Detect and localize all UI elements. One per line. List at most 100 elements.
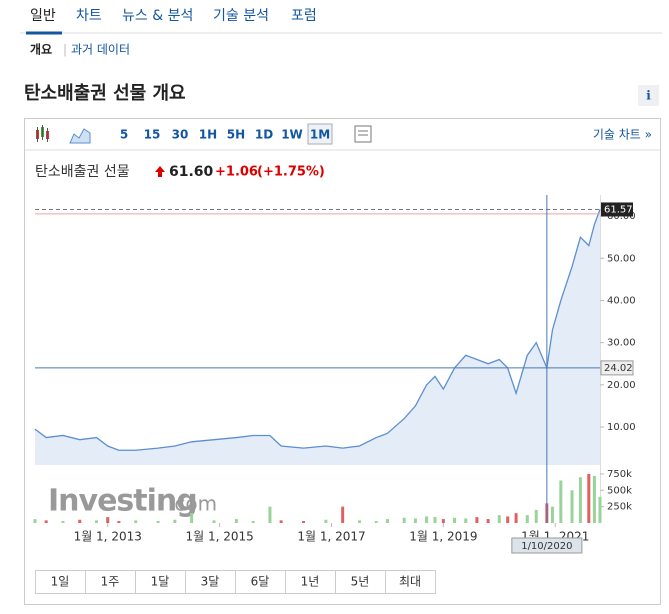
up-arrow <box>155 166 165 177</box>
interval-button[interactable]: 1D <box>255 128 273 142</box>
volume-bar <box>506 516 510 523</box>
volume-bar <box>464 518 468 523</box>
tab[interactable]: 기술 분석 <box>213 8 269 24</box>
range-label[interactable]: 3달 <box>201 575 220 589</box>
indicator-icon[interactable] <box>354 125 372 143</box>
range-label[interactable]: 5년 <box>351 575 370 589</box>
volume-bar <box>497 515 501 523</box>
interval-button[interactable]: 1W <box>281 128 303 142</box>
crosshair-y-box <box>600 360 634 376</box>
candle-icon[interactable] <box>36 125 49 142</box>
area-fill <box>35 209 600 465</box>
separator: | <box>63 43 67 57</box>
subtab[interactable]: 과거 데이터 <box>71 43 130 57</box>
volume-bar <box>279 520 283 523</box>
volume-bar <box>592 475 596 523</box>
quote-price: 61.60 <box>169 164 214 180</box>
tab[interactable]: 차트 <box>76 8 102 24</box>
quote-change: +1.06 <box>215 165 258 180</box>
y-tick-label: 40.00 <box>607 295 636 306</box>
range-label[interactable]: 6달 <box>251 575 270 589</box>
volume-bar <box>550 506 554 523</box>
volume-bar <box>425 516 429 523</box>
volume-bar <box>324 519 328 523</box>
volume-bar <box>385 519 389 523</box>
technical-chart-link[interactable]: 기술 차트 » <box>593 128 652 142</box>
volume-bar <box>570 490 574 523</box>
interval-button[interactable]: 30 <box>172 128 189 142</box>
last-price-box <box>601 202 633 217</box>
area-icon[interactable] <box>69 128 91 144</box>
volume-bar <box>106 517 110 523</box>
volume-bar <box>33 519 37 523</box>
range-label[interactable]: 1달 <box>151 575 170 589</box>
page-title: 탄소배출권 선물 개요 <box>24 83 186 104</box>
interval-button[interactable]: 5H <box>227 128 245 142</box>
volume-bar <box>302 521 306 523</box>
volume-bar <box>268 506 272 523</box>
interval-selected[interactable] <box>307 123 333 145</box>
volume-bar <box>173 519 177 523</box>
tab[interactable]: 포럼 <box>291 8 317 24</box>
chart-frame <box>24 118 661 605</box>
volume-bar <box>587 473 591 523</box>
x-tick-label: 1월 1, 2013 <box>74 530 142 544</box>
y-tick-label: 10.00 <box>607 422 636 433</box>
volume-bar <box>212 520 216 523</box>
tab[interactable]: 일반 <box>30 8 56 24</box>
volume-bar <box>251 521 255 523</box>
interval-button[interactable]: 15 <box>144 128 161 142</box>
volume-bar <box>134 520 138 523</box>
info-icon[interactable]: i <box>646 89 651 103</box>
volume-bar <box>374 521 378 523</box>
tab[interactable]: 뉴스 & 분석 <box>122 8 193 24</box>
subtab[interactable]: 개요 <box>30 43 52 57</box>
y-tick-label: 50.00 <box>607 253 636 264</box>
quote-name: 탄소배출권 선물 <box>35 164 130 180</box>
y-tick-label: 30.00 <box>607 338 636 349</box>
crosshair-y-label: 24.02 <box>604 363 633 374</box>
x-tick-label: 1월 1, 2015 <box>185 530 253 544</box>
interval-button[interactable]: 5 <box>120 128 128 142</box>
volume-bar <box>598 496 602 523</box>
volume-bar <box>475 517 479 523</box>
volume-bar <box>402 517 406 523</box>
volume-tick-label: 250k <box>607 502 632 513</box>
volume-bar <box>525 515 529 523</box>
volume-bar <box>514 513 518 523</box>
volume-bar <box>486 519 490 523</box>
volume-bar <box>78 519 82 523</box>
range-label[interactable]: 1주 <box>101 575 120 589</box>
volume-bar <box>95 520 99 523</box>
volume-bar <box>578 477 582 523</box>
last-price-label: 61.57 <box>604 204 633 215</box>
volume-bar <box>357 520 361 523</box>
volume-bar <box>190 513 194 523</box>
volume-bar <box>453 517 457 523</box>
info-button[interactable] <box>638 85 659 106</box>
volume-bar <box>117 521 121 523</box>
volume-tick-label: 500k <box>607 485 632 496</box>
range-label[interactable]: 최대 <box>399 575 421 589</box>
crosshair-x-box <box>511 537 583 554</box>
volume-bar <box>441 519 445 523</box>
volume-bar <box>433 517 437 523</box>
volume-bar <box>156 521 160 523</box>
interval-button[interactable]: 1H <box>199 128 217 142</box>
price-line <box>34 209 601 451</box>
volume-bar <box>534 509 538 523</box>
volume-bar <box>559 480 563 523</box>
volume-bar <box>234 519 238 523</box>
volume-tick-label: 750k <box>607 469 632 480</box>
volume-bar <box>61 521 65 523</box>
y-tick-label: 20.00 <box>607 380 636 391</box>
interval-button[interactable]: 1M <box>310 128 330 142</box>
volume-bar <box>413 518 417 523</box>
volume-bar <box>44 520 48 523</box>
range-button[interactable] <box>385 570 436 594</box>
range-label[interactable]: 1일 <box>51 575 70 589</box>
quote-percent: (+1.75%) <box>257 165 325 180</box>
logo: Investing <box>48 484 197 519</box>
range-label[interactable]: 1년 <box>301 575 320 589</box>
